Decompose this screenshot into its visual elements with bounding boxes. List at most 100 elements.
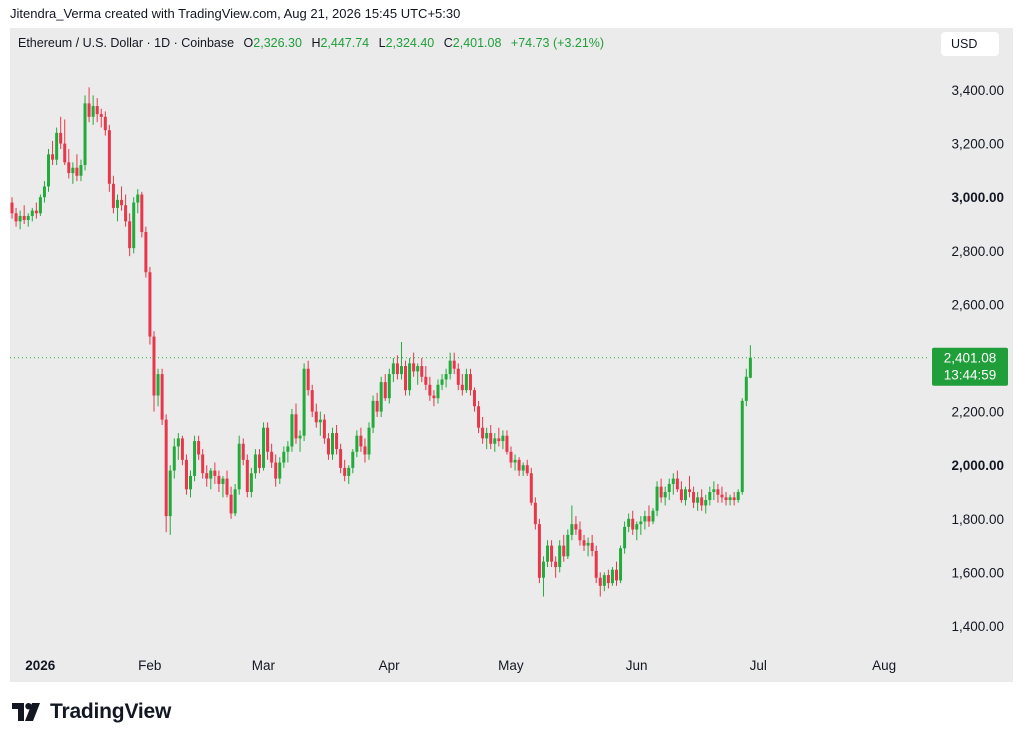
- candle: [635, 521, 639, 541]
- candle-body: [63, 143, 67, 163]
- candle-body: [448, 360, 452, 375]
- candle-body: [444, 374, 448, 380]
- candle-body: [262, 427, 266, 468]
- candle: [562, 534, 566, 562]
- candle-body: [509, 451, 513, 463]
- candle: [266, 422, 270, 460]
- candle-body: [156, 374, 160, 396]
- candle-body: [472, 390, 476, 407]
- candle-body: [201, 454, 205, 474]
- open-label: O: [243, 36, 254, 50]
- candles-layer: [10, 87, 752, 597]
- candle-body: [562, 545, 566, 557]
- candle-body: [148, 272, 152, 337]
- candle: [209, 467, 213, 490]
- candle: [404, 360, 408, 396]
- candle-body: [671, 478, 675, 484]
- candle: [675, 470, 679, 492]
- candle: [554, 556, 558, 578]
- candle: [712, 481, 716, 501]
- candle-body: [115, 199, 119, 208]
- candle: [408, 358, 412, 396]
- candle-body: [619, 548, 623, 581]
- candle: [363, 438, 367, 463]
- candle: [424, 366, 428, 391]
- tradingview-logo[interactable]: TradingView: [12, 700, 171, 724]
- candle: [128, 213, 132, 257]
- candle: [322, 414, 326, 444]
- currency-button[interactable]: USD: [941, 32, 999, 56]
- candle-body: [497, 438, 501, 442]
- candle-body: [517, 459, 521, 471]
- candle-body: [229, 494, 233, 514]
- candle-body: [566, 534, 570, 557]
- candle-body: [675, 478, 679, 490]
- candle: [278, 457, 282, 484]
- candle-body: [412, 363, 416, 372]
- candle: [708, 486, 712, 506]
- candle: [679, 481, 683, 503]
- candle: [558, 540, 562, 573]
- candle-body: [22, 215, 26, 220]
- candle-body: [140, 194, 144, 233]
- candle: [639, 516, 643, 535]
- candle: [391, 358, 395, 383]
- candle: [732, 492, 736, 506]
- candle-body: [383, 382, 387, 399]
- candle-body: [99, 114, 103, 117]
- candle: [201, 449, 205, 479]
- candle: [225, 470, 229, 498]
- candle-body: [363, 446, 367, 455]
- candle: [156, 368, 160, 407]
- candle-body: [598, 577, 602, 586]
- candle: [197, 435, 201, 460]
- candle: [631, 510, 635, 535]
- candle-body: [420, 366, 424, 377]
- candle-body: [546, 545, 550, 562]
- candle: [30, 207, 34, 222]
- close-label: C: [443, 36, 453, 50]
- candlestick-chart[interactable]: 3,400.00 3,200.00 3,000.00 2,800.00 2,600.00…: [10, 28, 1013, 682]
- candle: [79, 159, 83, 182]
- candle-body: [708, 492, 712, 501]
- candle-body: [639, 521, 643, 525]
- candle-body: [172, 446, 176, 471]
- candle-body: [351, 451, 355, 468]
- chart-panel[interactable]: 3,400.00 3,200.00 3,000.00 2,800.00 2,600.00…: [10, 28, 1013, 682]
- candle: [448, 352, 452, 380]
- candle: [594, 545, 598, 584]
- candle: [318, 411, 322, 436]
- chart-credit: Jitendra_Verma created with TradingView.…: [10, 6, 461, 21]
- candle: [168, 465, 172, 535]
- time-axis: 2026 Feb Mar Apr May Jun Jul Aug: [25, 658, 896, 673]
- candle: [468, 368, 472, 396]
- candle-body: [477, 406, 481, 428]
- candle: [59, 116, 63, 149]
- candle: [18, 210, 22, 230]
- price-axis: 3,400.00 3,200.00 3,000.00 2,800.00 2,600.00…: [932, 83, 1008, 634]
- candle-body: [55, 132, 59, 160]
- candle-body: [282, 451, 286, 463]
- candle: [294, 403, 298, 444]
- candle: [371, 395, 375, 434]
- candle: [83, 95, 87, 171]
- candle: [521, 462, 525, 476]
- candle: [477, 400, 481, 434]
- candle-body: [440, 379, 444, 385]
- candle-body: [302, 368, 306, 436]
- candle-body: [582, 540, 586, 546]
- candle-body: [602, 575, 606, 586]
- time-tick-label: Jul: [750, 658, 767, 673]
- candle-body: [136, 194, 140, 203]
- price-tick-label: 1,400.00: [951, 619, 1004, 634]
- candle-body: [209, 470, 213, 479]
- candle: [75, 154, 79, 182]
- candle: [306, 360, 310, 396]
- candle: [347, 465, 351, 484]
- candle: [541, 556, 545, 597]
- candle: [700, 489, 704, 511]
- candle-body: [310, 390, 314, 412]
- candle-body: [728, 497, 732, 501]
- candle-body: [120, 199, 124, 206]
- candle: [262, 422, 266, 471]
